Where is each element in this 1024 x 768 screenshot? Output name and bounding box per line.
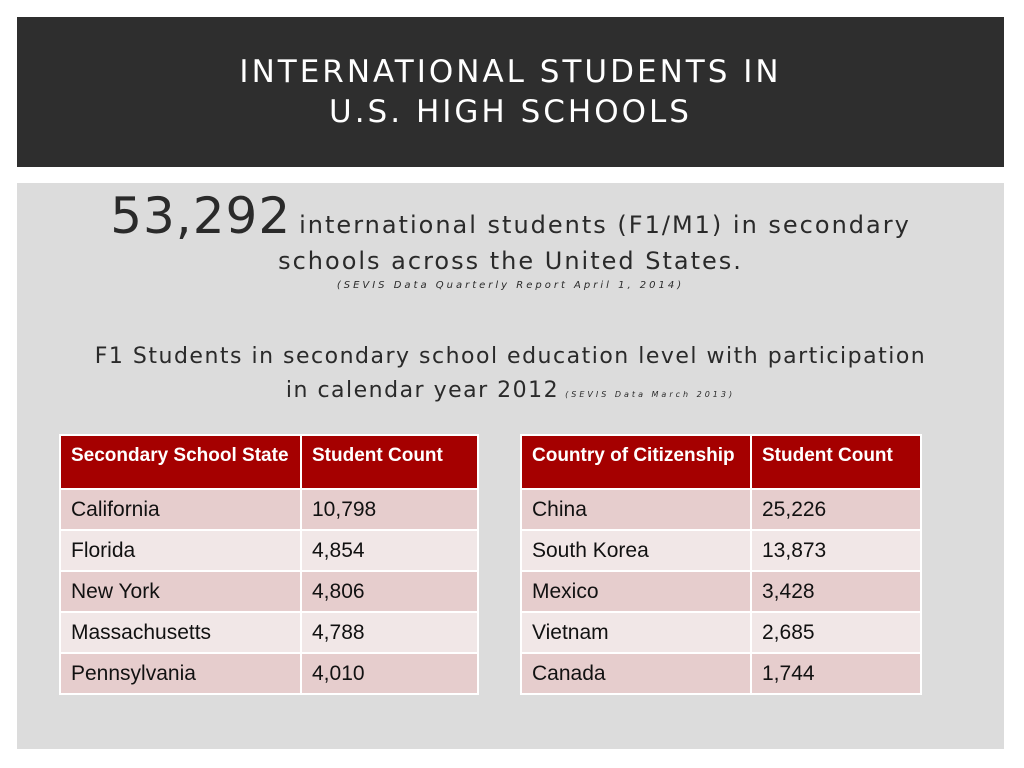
table-row: California 10,798 — [59, 488, 479, 531]
state-cell: Pennsylvania — [59, 652, 302, 695]
count-cell: 10,798 — [300, 488, 479, 531]
title-bar: INTERNATIONAL STUDENTS IN U.S. HIGH SCHO… — [17, 17, 1004, 167]
summary-text-line-2: schools across the United States. — [278, 247, 743, 275]
table-row: South Korea 13,873 — [520, 529, 922, 572]
table-row: Mexico 3,428 — [520, 570, 922, 613]
table-row: Canada 1,744 — [520, 652, 922, 695]
column-header-student-count: Student Count — [300, 434, 479, 490]
column-header-student-count: Student Count — [750, 434, 922, 490]
table-row: China 25,226 — [520, 488, 922, 531]
country-cell: South Korea — [520, 529, 752, 572]
summary-text-line-1: international students (F1/M1) in second… — [299, 211, 911, 239]
count-cell: 1,744 — [750, 652, 922, 695]
count-cell: 3,428 — [750, 570, 922, 613]
count-cell: 2,685 — [750, 611, 922, 654]
country-cell: Canada — [520, 652, 752, 695]
title-line-1: INTERNATIONAL STUDENTS IN — [239, 54, 782, 90]
country-cell: Vietnam — [520, 611, 752, 654]
table-header-row: Secondary School State Student Count — [59, 434, 479, 490]
state-table: Secondary School State Student Count Cal… — [59, 434, 479, 695]
subtitle-block: F1 Students in secondary school educatio… — [17, 340, 1004, 412]
country-table: Country of Citizenship Student Count Chi… — [520, 434, 922, 695]
state-cell: Florida — [59, 529, 302, 572]
table-row: Vietnam 2,685 — [520, 611, 922, 654]
column-header-state: Secondary School State — [59, 434, 302, 490]
summary-block: 53,292 international students (F1/M1) in … — [17, 187, 1004, 295]
count-cell: 4,806 — [300, 570, 479, 613]
table-row: Florida 4,854 — [59, 529, 479, 572]
table-header-row: Country of Citizenship Student Count — [520, 434, 922, 490]
count-cell: 4,854 — [300, 529, 479, 572]
count-cell: 4,788 — [300, 611, 479, 654]
state-cell: California — [59, 488, 302, 531]
student-count-number: 53,292 — [110, 187, 292, 245]
country-cell: China — [520, 488, 752, 531]
summary-source: (SEVIS Data Quarterly Report April 1, 20… — [336, 280, 685, 291]
subtitle-line-2: in calendar year 2012 — [285, 378, 560, 403]
column-header-country: Country of Citizenship — [520, 434, 752, 490]
table-row: Pennsylvania 4,010 — [59, 652, 479, 695]
title-line-2: U.S. HIGH SCHOOLS — [329, 94, 692, 130]
count-cell: 25,226 — [750, 488, 922, 531]
state-cell: New York — [59, 570, 302, 613]
subtitle-source: (SEVIS Data March 2013) — [565, 390, 736, 399]
country-cell: Mexico — [520, 570, 752, 613]
state-cell: Massachusetts — [59, 611, 302, 654]
count-cell: 4,010 — [300, 652, 479, 695]
content-area: 53,292 international students (F1/M1) in … — [17, 183, 1004, 749]
count-cell: 13,873 — [750, 529, 922, 572]
subtitle-line-1: F1 Students in secondary school educatio… — [94, 344, 927, 369]
table-row: Massachusetts 4,788 — [59, 611, 479, 654]
table-row: New York 4,806 — [59, 570, 479, 613]
